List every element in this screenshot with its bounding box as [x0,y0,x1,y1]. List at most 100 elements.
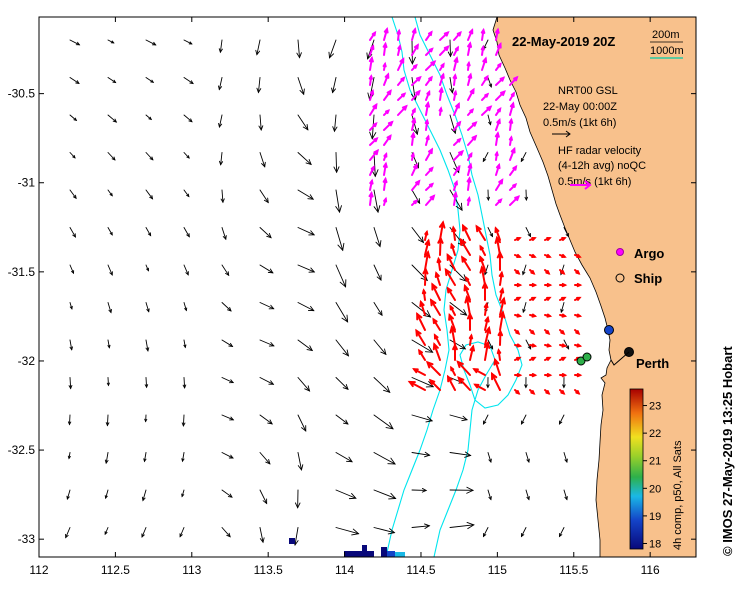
hf-arrow-south [434,271,441,286]
hf-arrow-south [491,371,501,391]
hf-arrow-north [383,196,388,206]
hf-arrow-north [439,62,445,71]
hf-arrow-north [425,47,434,56]
hf-arrow-south [466,311,474,331]
hf-arrow-south [498,270,504,286]
hf-arrow-north [369,122,378,131]
gsl-arrow [107,302,112,314]
y-tick-label: -32 [18,354,36,368]
y-tick-label: -31.5 [8,265,36,279]
hf-arrow-south [479,265,487,286]
y-tick-label: -33 [18,532,36,546]
hf-arrow-south [494,226,501,241]
hf-arrow-south [416,312,426,331]
hf-arrow-south [433,333,441,346]
gsl-arrow [487,227,493,238]
gsl-arrow [411,451,431,458]
hf-arrow-north [425,75,433,86]
gsl-arrow [65,527,71,539]
gsl-arrow [449,77,455,94]
gsl-arrow [563,227,569,238]
hf-arrow-north [411,75,422,86]
hf-arrow-south [448,312,456,331]
hf-arrow-north [369,102,378,116]
gsl-arrow [107,114,118,123]
hf-arrow-south [496,250,504,271]
x-tick-label: 115.5 [559,563,588,577]
gsl-arrow [335,302,349,323]
hf-arrow-north [397,104,408,116]
hf-arrow-north [467,134,478,146]
hf-arrow-north [369,30,377,41]
hf-arrow-north [467,151,473,161]
gsl-arrow [68,377,73,390]
hf-arrow-south [464,295,472,316]
gsl-arrow [297,264,316,273]
hf-arrow-south [418,348,426,361]
gsl-arrow [259,264,274,274]
hf-arrow-south [544,329,551,336]
gsl-arrow [183,302,188,312]
hf-arrow-south [456,360,471,376]
hf-arrow-south [449,304,456,316]
perth-label: Perth [636,356,669,371]
gsl-arrow [563,489,568,501]
hf-arrow-north [467,121,478,131]
gsl-arrow [221,527,231,538]
gsl-arrow [107,152,116,161]
hf-legend-line2: (4-12h avg) noQC [558,160,646,172]
gsl-arrow [447,39,453,58]
hf-arrow-south [468,333,474,346]
y-tick-label: -30.5 [8,87,36,101]
hf-arrow-south [446,374,456,391]
hf-arrow-north [481,56,488,71]
gsl-arrow [297,377,311,392]
hf-arrow-north [509,164,518,176]
hf-arrow-south [544,296,552,301]
gsl-arrow [69,227,76,238]
gsl-arrow [449,521,475,530]
hf-arrow-south [544,253,552,259]
gsl-arrow [563,452,568,464]
gsl-arrow [297,339,314,352]
hf-arrow-north [382,61,387,71]
gsl-arrow [328,39,337,59]
gsl-arrow [525,339,532,350]
hf-arrow-south [514,269,521,275]
gsl-arrow [104,527,109,536]
hf-arrow-north [453,149,464,161]
hf-arrow-north [411,199,419,206]
x-tick-label: 112.5 [101,563,130,577]
gsl-arrow [259,227,272,239]
hf-arrow-north [369,178,374,191]
hf-arrow-south [429,298,441,316]
hf-arrow-south [432,317,441,331]
hf-arrow-south [461,255,471,271]
hf-arrow-north [411,89,421,101]
gsl-arrow [67,452,71,460]
gsl-arrow [520,527,527,538]
gsl-arrow [335,189,342,214]
hf-arrow-south [481,281,489,301]
gsl-arrow [522,264,527,276]
hf-arrow-south [446,252,456,271]
hf-arrow-north [382,176,388,191]
hf-arrow-south [419,299,426,316]
hf-arrow-south [425,360,441,376]
hf-arrow-south [484,315,490,331]
gsl-arrow [69,152,76,159]
gsl-arrow [373,339,387,356]
gsl-arrow [218,77,223,91]
hf-arrow-south [559,373,568,378]
hf-arrow-south [475,224,486,241]
gsl-arrow [144,414,148,423]
hf-arrow-south [559,236,567,241]
gsl-arrow [145,264,149,272]
hf-arrow-south [469,344,476,361]
gsl-arrow [144,377,149,389]
hf-arrow-south [451,225,457,241]
gsl-arrow [221,302,232,312]
gsl-arrow [449,451,472,458]
hf-arrow-north [439,45,450,56]
hf-arrow-north [425,89,431,101]
